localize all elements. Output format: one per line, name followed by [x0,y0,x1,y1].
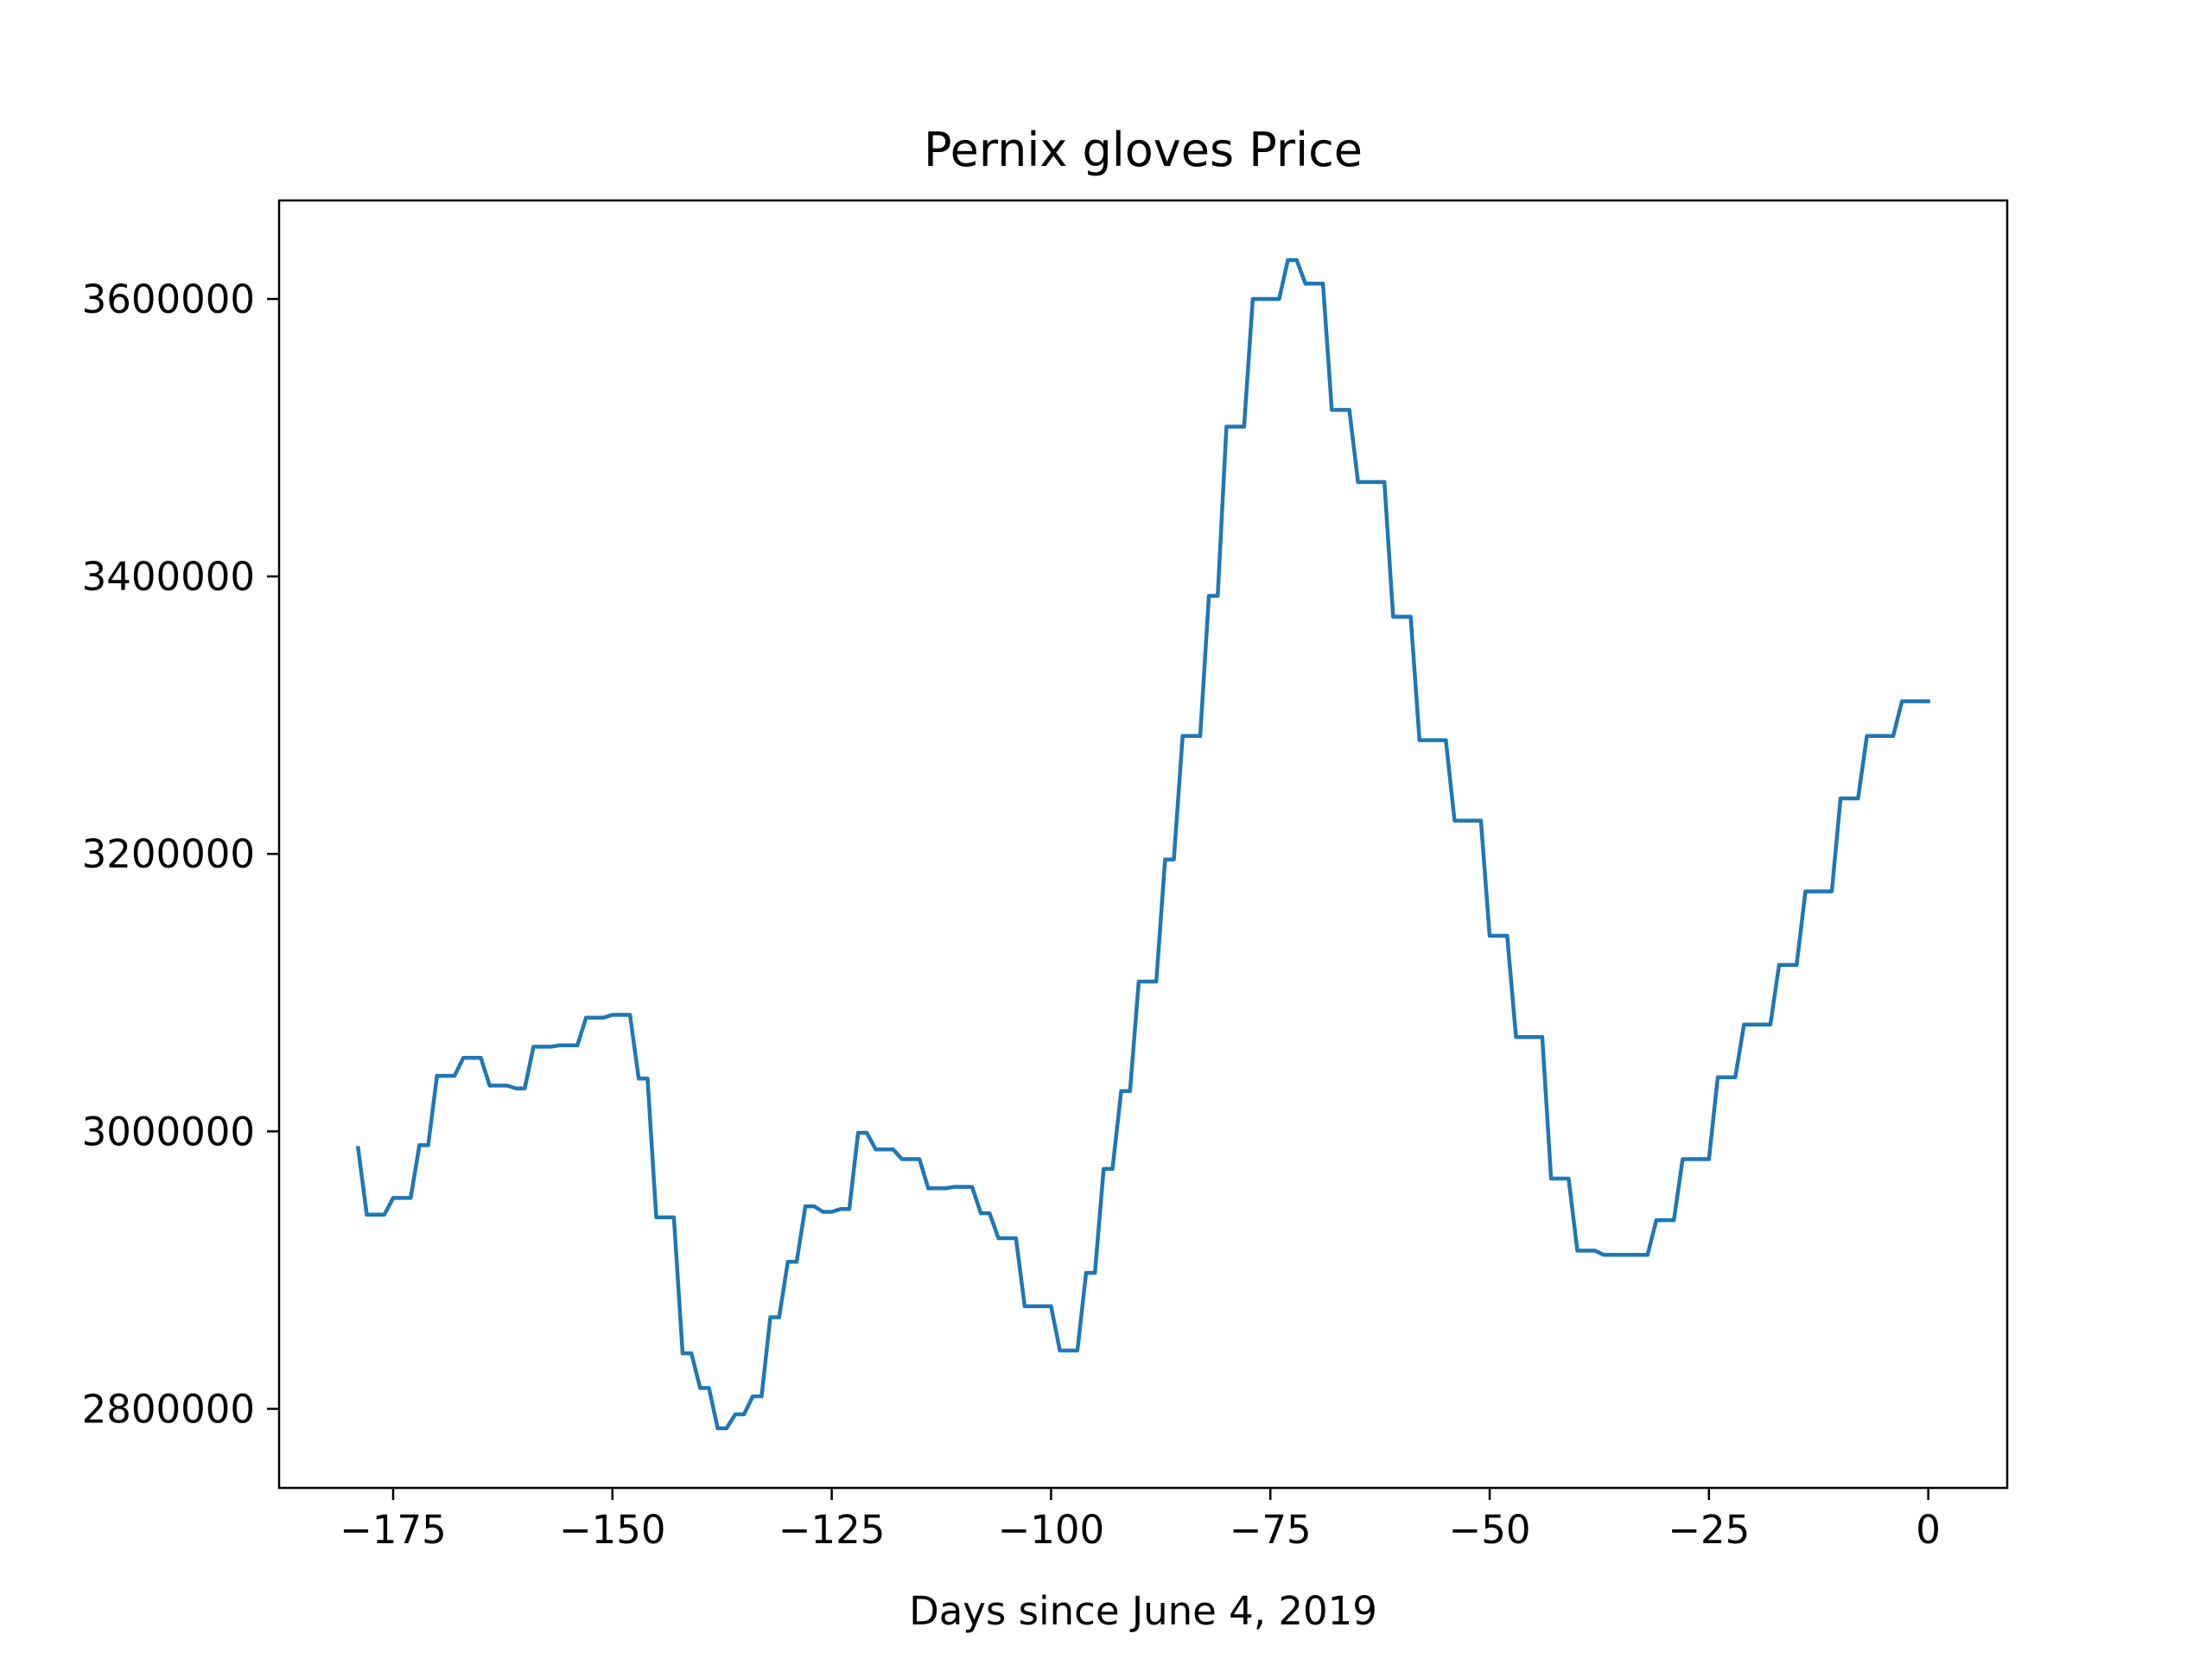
plot-frame [277,199,2009,1490]
x-tick-label: −150 [559,1507,666,1553]
y-tick-label: 3400000 [82,554,255,600]
y-axis: 2800000 3000000 3200000 3400000 3600000 [82,276,279,1432]
y-tick-label: 2800000 [82,1386,255,1432]
y-tick-label: 3200000 [82,831,255,877]
x-tick-label: −75 [1230,1507,1312,1553]
x-tick-label: −175 [340,1507,447,1553]
x-tick-label: −50 [1449,1507,1531,1553]
x-tick-label: −25 [1668,1507,1750,1553]
x-axis: −175 −150 −125 −100 −75 −50 −25 0 [340,1488,1941,1553]
chart-title: Pernix gloves Price [924,123,1363,177]
price-series-line [355,257,1930,1431]
x-axis-label: Days since June 4, 2019 [909,1588,1377,1634]
x-tick-label: −125 [779,1507,886,1553]
y-tick-label: 3600000 [82,276,255,322]
plot-area [277,199,2009,1490]
y-tick-label: 3000000 [82,1109,255,1154]
x-tick-label: −100 [998,1507,1105,1553]
x-tick-label: 0 [1916,1507,1941,1553]
